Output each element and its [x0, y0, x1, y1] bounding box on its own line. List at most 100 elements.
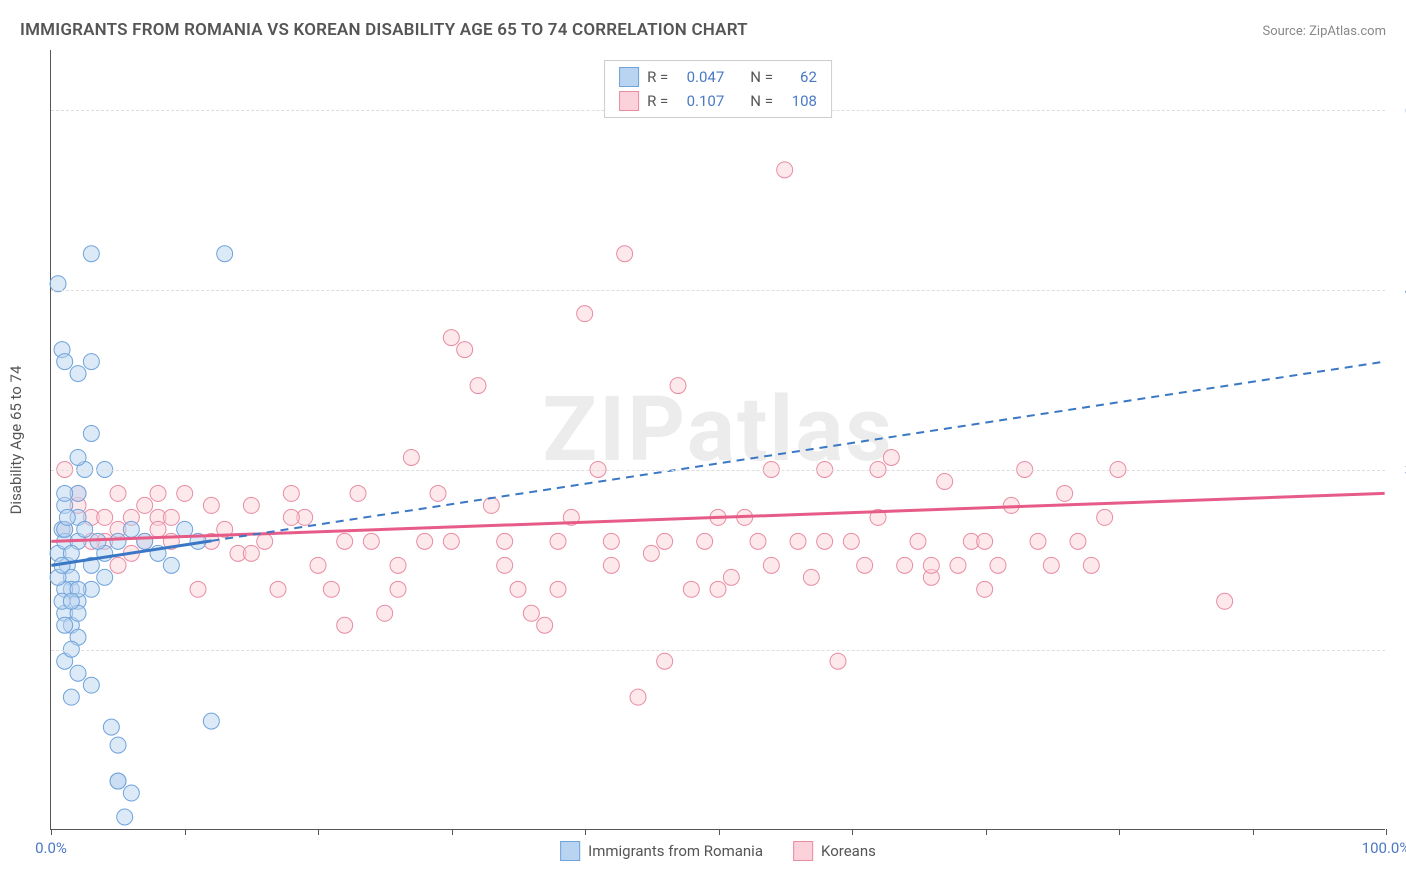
scatter-point	[603, 557, 619, 573]
scatter-point	[483, 497, 499, 513]
scatter-point	[897, 557, 913, 573]
legend-r-label-2: R =	[647, 92, 668, 110]
scatter-point	[790, 533, 806, 549]
scatter-point	[817, 533, 833, 549]
scatter-point	[723, 569, 739, 585]
x-tick	[719, 829, 720, 835]
scatter-point	[1030, 533, 1046, 549]
scatter-point	[337, 533, 353, 549]
scatter-point	[270, 581, 286, 597]
scatter-point	[97, 569, 113, 585]
scatter-point	[843, 533, 859, 549]
x-tick	[1386, 829, 1387, 835]
scatter-point	[603, 533, 619, 549]
scatter-point	[777, 162, 793, 178]
x-tick	[1119, 829, 1120, 835]
scatter-point	[803, 569, 819, 585]
scatter-point	[203, 497, 219, 513]
scatter-point	[883, 449, 899, 465]
legend-n-label-2: N =	[750, 92, 773, 110]
scatter-point	[190, 581, 206, 597]
scatter-point	[657, 533, 673, 549]
x-tick	[452, 829, 453, 835]
x-tick	[51, 829, 52, 835]
scatter-point	[163, 509, 179, 525]
scatter-point	[377, 605, 393, 621]
scatter-point	[59, 509, 75, 525]
y-axis-title: Disability Age 65 to 74	[7, 365, 25, 514]
scatter-point	[750, 533, 766, 549]
scatter-point	[457, 342, 473, 358]
scatter-point	[1097, 509, 1113, 525]
scatter-point	[70, 665, 86, 681]
scatter-point	[243, 545, 259, 561]
scatter-point	[630, 689, 646, 705]
scatter-point	[83, 246, 99, 262]
scatter-point	[1217, 593, 1233, 609]
scatter-point	[497, 557, 513, 573]
scatter-point	[70, 366, 86, 382]
scatter-point	[163, 557, 179, 573]
scatter-point	[537, 617, 553, 633]
legend-stats-box: R = 0.047 N = 62 R = 0.107 N = 108	[604, 60, 832, 118]
scatter-point	[110, 737, 126, 753]
scatter-point	[390, 557, 406, 573]
scatter-point	[283, 485, 299, 501]
legend-n-value-1: 62	[781, 68, 817, 86]
x-tick-label: 100.0%	[1362, 839, 1406, 857]
legend-bottom-item-2: Koreans	[793, 841, 876, 861]
scatter-point	[177, 485, 193, 501]
scatter-point	[63, 689, 79, 705]
scatter-point	[257, 533, 273, 549]
scatter-point	[110, 773, 126, 789]
scatter-point	[1043, 557, 1059, 573]
scatter-point	[137, 497, 153, 513]
x-tick	[585, 829, 586, 835]
x-tick	[185, 829, 186, 835]
scatter-point	[550, 533, 566, 549]
scatter-point	[830, 653, 846, 669]
scatter-point	[910, 533, 926, 549]
scatter-point	[123, 521, 139, 537]
source-attribution: Source: ZipAtlas.com	[1262, 24, 1386, 39]
scatter-point	[443, 330, 459, 346]
legend-r-value-2: 0.107	[676, 92, 724, 110]
scatter-point	[150, 485, 166, 501]
x-tick	[986, 829, 987, 835]
scatter-point	[643, 545, 659, 561]
scatter-point	[937, 473, 953, 489]
legend-stats-row-1: R = 0.047 N = 62	[619, 67, 817, 87]
scatter-point	[363, 533, 379, 549]
legend-n-value-2: 108	[781, 92, 817, 110]
scatter-point	[977, 581, 993, 597]
scatter-point	[990, 557, 1006, 573]
scatter-point	[403, 449, 419, 465]
x-tick	[1253, 829, 1254, 835]
scatter-point	[117, 809, 133, 825]
legend-bottom-item-1: Immigrants from Romania	[560, 841, 763, 861]
scatter-point	[350, 485, 366, 501]
scatter-point	[617, 246, 633, 262]
scatter-point	[577, 306, 593, 322]
legend-r-label-1: R =	[647, 68, 668, 86]
scatter-point	[683, 581, 699, 597]
scatter-point	[470, 378, 486, 394]
scatter-point	[103, 719, 119, 735]
scatter-point	[110, 485, 126, 501]
scatter-point	[430, 485, 446, 501]
scatter-point	[57, 354, 73, 370]
legend-bottom-swatch-1	[560, 841, 580, 861]
gridline-h	[51, 470, 1385, 471]
scatter-point	[950, 557, 966, 573]
scatter-point	[70, 449, 86, 465]
scatter-point	[523, 605, 539, 621]
legend-bottom-label-1: Immigrants from Romania	[588, 842, 763, 860]
gridline-h	[51, 290, 1385, 291]
scatter-svg	[51, 50, 1385, 829]
y-tick-label: 45.0%	[1390, 281, 1406, 299]
scatter-point	[110, 557, 126, 573]
scatter-point	[1057, 485, 1073, 501]
scatter-point	[283, 509, 299, 525]
scatter-point	[337, 617, 353, 633]
x-tick	[318, 829, 319, 835]
